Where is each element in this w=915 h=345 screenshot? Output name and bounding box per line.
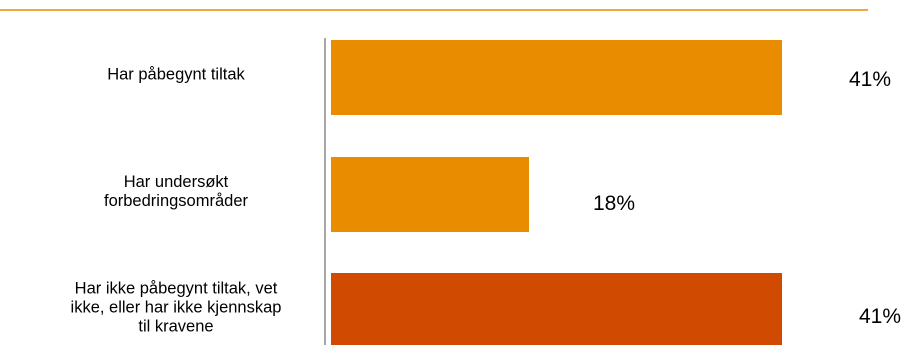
category-label-line: forbedringsområder — [104, 192, 248, 210]
category-label-line: Har undersøkt — [124, 173, 229, 191]
value-label-1: 41% — [849, 68, 891, 91]
bar-1 — [331, 40, 782, 115]
category-label-line: Har påbegynt tiltak — [107, 66, 245, 84]
category-label-2: Har undersøkt forbedringsområder — [104, 173, 248, 210]
category-label-line: Har ikke påbegynt tiltak, vet — [75, 280, 278, 298]
bar-3 — [331, 273, 782, 345]
value-label-3: 41% — [859, 305, 901, 328]
value-label-2: 18% — [593, 192, 635, 215]
category-label-line: ikke, eller har ikke kjennskap — [71, 299, 282, 317]
bars — [331, 40, 782, 345]
category-label-line: til kravene — [138, 318, 213, 336]
bar-2 — [331, 157, 529, 232]
value-labels: 41% 18% 41% — [593, 68, 901, 328]
category-label-1: Har påbegynt tiltak — [107, 66, 245, 84]
category-label-3: Har ikke påbegynt tiltak, vet ikke, eller… — [71, 280, 282, 336]
category-labels: Har påbegynt tiltak Har undersøkt forbedri… — [71, 66, 282, 336]
